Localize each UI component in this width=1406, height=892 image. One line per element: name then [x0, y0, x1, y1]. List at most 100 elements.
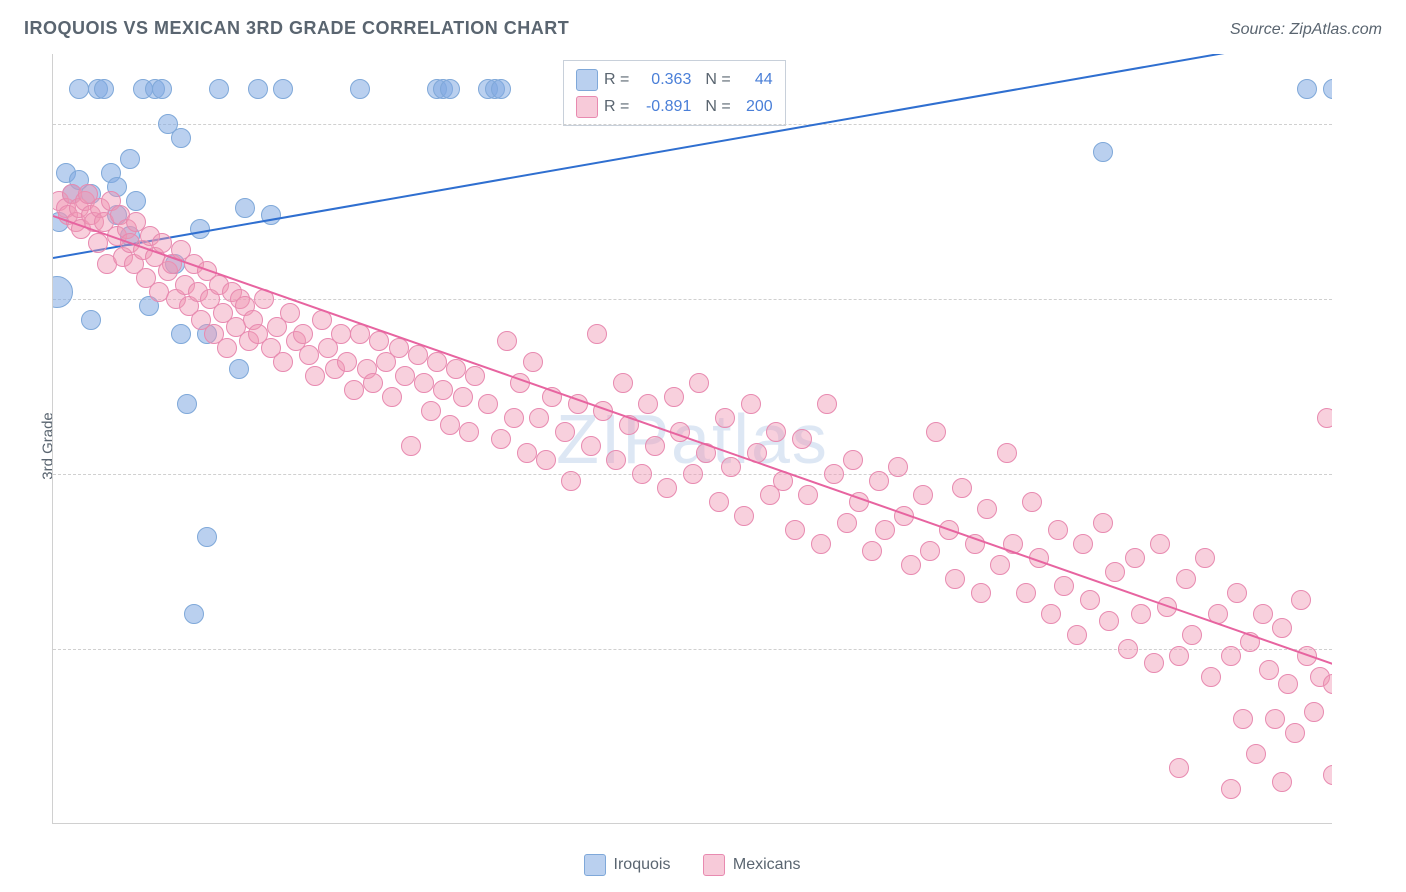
data-point: [401, 436, 421, 456]
data-point: [446, 359, 466, 379]
data-point: [632, 464, 652, 484]
data-point: [414, 373, 434, 393]
legend-swatch-mexicans: [703, 854, 725, 876]
data-point: [1278, 674, 1298, 694]
data-point: [792, 429, 812, 449]
x-tick: [693, 823, 694, 824]
data-point: [734, 506, 754, 526]
data-point: [926, 422, 946, 442]
data-point: [645, 436, 665, 456]
data-point: [1221, 779, 1241, 799]
data-point: [824, 464, 844, 484]
data-point: [363, 373, 383, 393]
data-point: [843, 450, 863, 470]
chart-header: IROQUOIS VS MEXICAN 3RD GRADE CORRELATIO…: [24, 18, 1382, 39]
data-point: [293, 324, 313, 344]
x-tick: [53, 823, 54, 824]
data-point: [1297, 79, 1317, 99]
data-point: [350, 79, 370, 99]
data-point: [1182, 625, 1202, 645]
data-point: [1144, 653, 1164, 673]
data-point: [382, 387, 402, 407]
data-point: [433, 380, 453, 400]
data-point: [465, 366, 485, 386]
x-tick: [533, 823, 534, 824]
data-point: [197, 527, 217, 547]
data-point: [69, 79, 89, 99]
data-point: [869, 471, 889, 491]
data-point: [664, 387, 684, 407]
data-point: [1317, 408, 1332, 428]
data-point: [1272, 618, 1292, 638]
r-label: R =: [604, 93, 629, 120]
data-point: [920, 541, 940, 561]
data-point: [299, 345, 319, 365]
data-point: [1259, 660, 1279, 680]
data-point: [901, 555, 921, 575]
data-point: [421, 401, 441, 421]
n-value-mexicans: 200: [737, 93, 773, 120]
data-point: [217, 338, 237, 358]
data-point: [1093, 142, 1113, 162]
data-point: [1067, 625, 1087, 645]
data-point: [305, 366, 325, 386]
data-point: [94, 79, 114, 99]
data-point: [1093, 513, 1113, 533]
data-point: [977, 499, 997, 519]
data-point: [715, 408, 735, 428]
data-point: [888, 457, 908, 477]
stats-row-iroquois: R = 0.363 N = 44: [576, 66, 773, 93]
data-point: [1227, 583, 1247, 603]
data-point: [945, 569, 965, 589]
data-point: [497, 331, 517, 351]
data-point: [1195, 548, 1215, 568]
stats-legend: R = 0.363 N = 44 R = -0.891 N = 200: [563, 60, 786, 126]
swatch-mexicans: [576, 96, 598, 118]
data-point: [1041, 604, 1061, 624]
x-tick: [1013, 823, 1014, 824]
data-point: [280, 303, 300, 323]
data-point: [1201, 667, 1221, 687]
data-point: [1169, 646, 1189, 666]
data-point: [1150, 534, 1170, 554]
data-point: [798, 485, 818, 505]
data-point: [555, 422, 575, 442]
data-point: [561, 471, 581, 491]
data-point: [766, 422, 786, 442]
chart-title: IROQUOIS VS MEXICAN 3RD GRADE CORRELATIO…: [24, 18, 569, 39]
data-point: [613, 373, 633, 393]
swatch-iroquois: [576, 69, 598, 91]
data-point: [1323, 674, 1332, 694]
n-label: N =: [705, 93, 730, 120]
data-point: [1105, 562, 1125, 582]
data-point: [1080, 590, 1100, 610]
x-tick: [373, 823, 374, 824]
data-point: [657, 478, 677, 498]
data-point: [478, 394, 498, 414]
data-point: [971, 583, 991, 603]
x-tick: [853, 823, 854, 824]
data-point: [709, 492, 729, 512]
data-point: [491, 79, 511, 99]
data-point: [817, 394, 837, 414]
data-point: [459, 422, 479, 442]
legend-item-iroquois: Iroquois: [584, 854, 671, 876]
data-point: [683, 464, 703, 484]
data-point: [1265, 709, 1285, 729]
data-point: [1016, 583, 1036, 603]
data-point: [1118, 639, 1138, 659]
data-point: [1221, 646, 1241, 666]
series-legend: Iroquois Mexicans: [52, 854, 1332, 881]
data-point: [523, 352, 543, 372]
data-point: [337, 352, 357, 372]
data-point: [1022, 492, 1042, 512]
data-point: [273, 79, 293, 99]
data-point: [171, 128, 191, 148]
data-point: [913, 485, 933, 505]
data-point: [171, 324, 191, 344]
data-point: [152, 79, 172, 99]
data-point: [209, 79, 229, 99]
data-point: [1285, 723, 1305, 743]
data-point: [427, 352, 447, 372]
data-point: [1233, 709, 1253, 729]
